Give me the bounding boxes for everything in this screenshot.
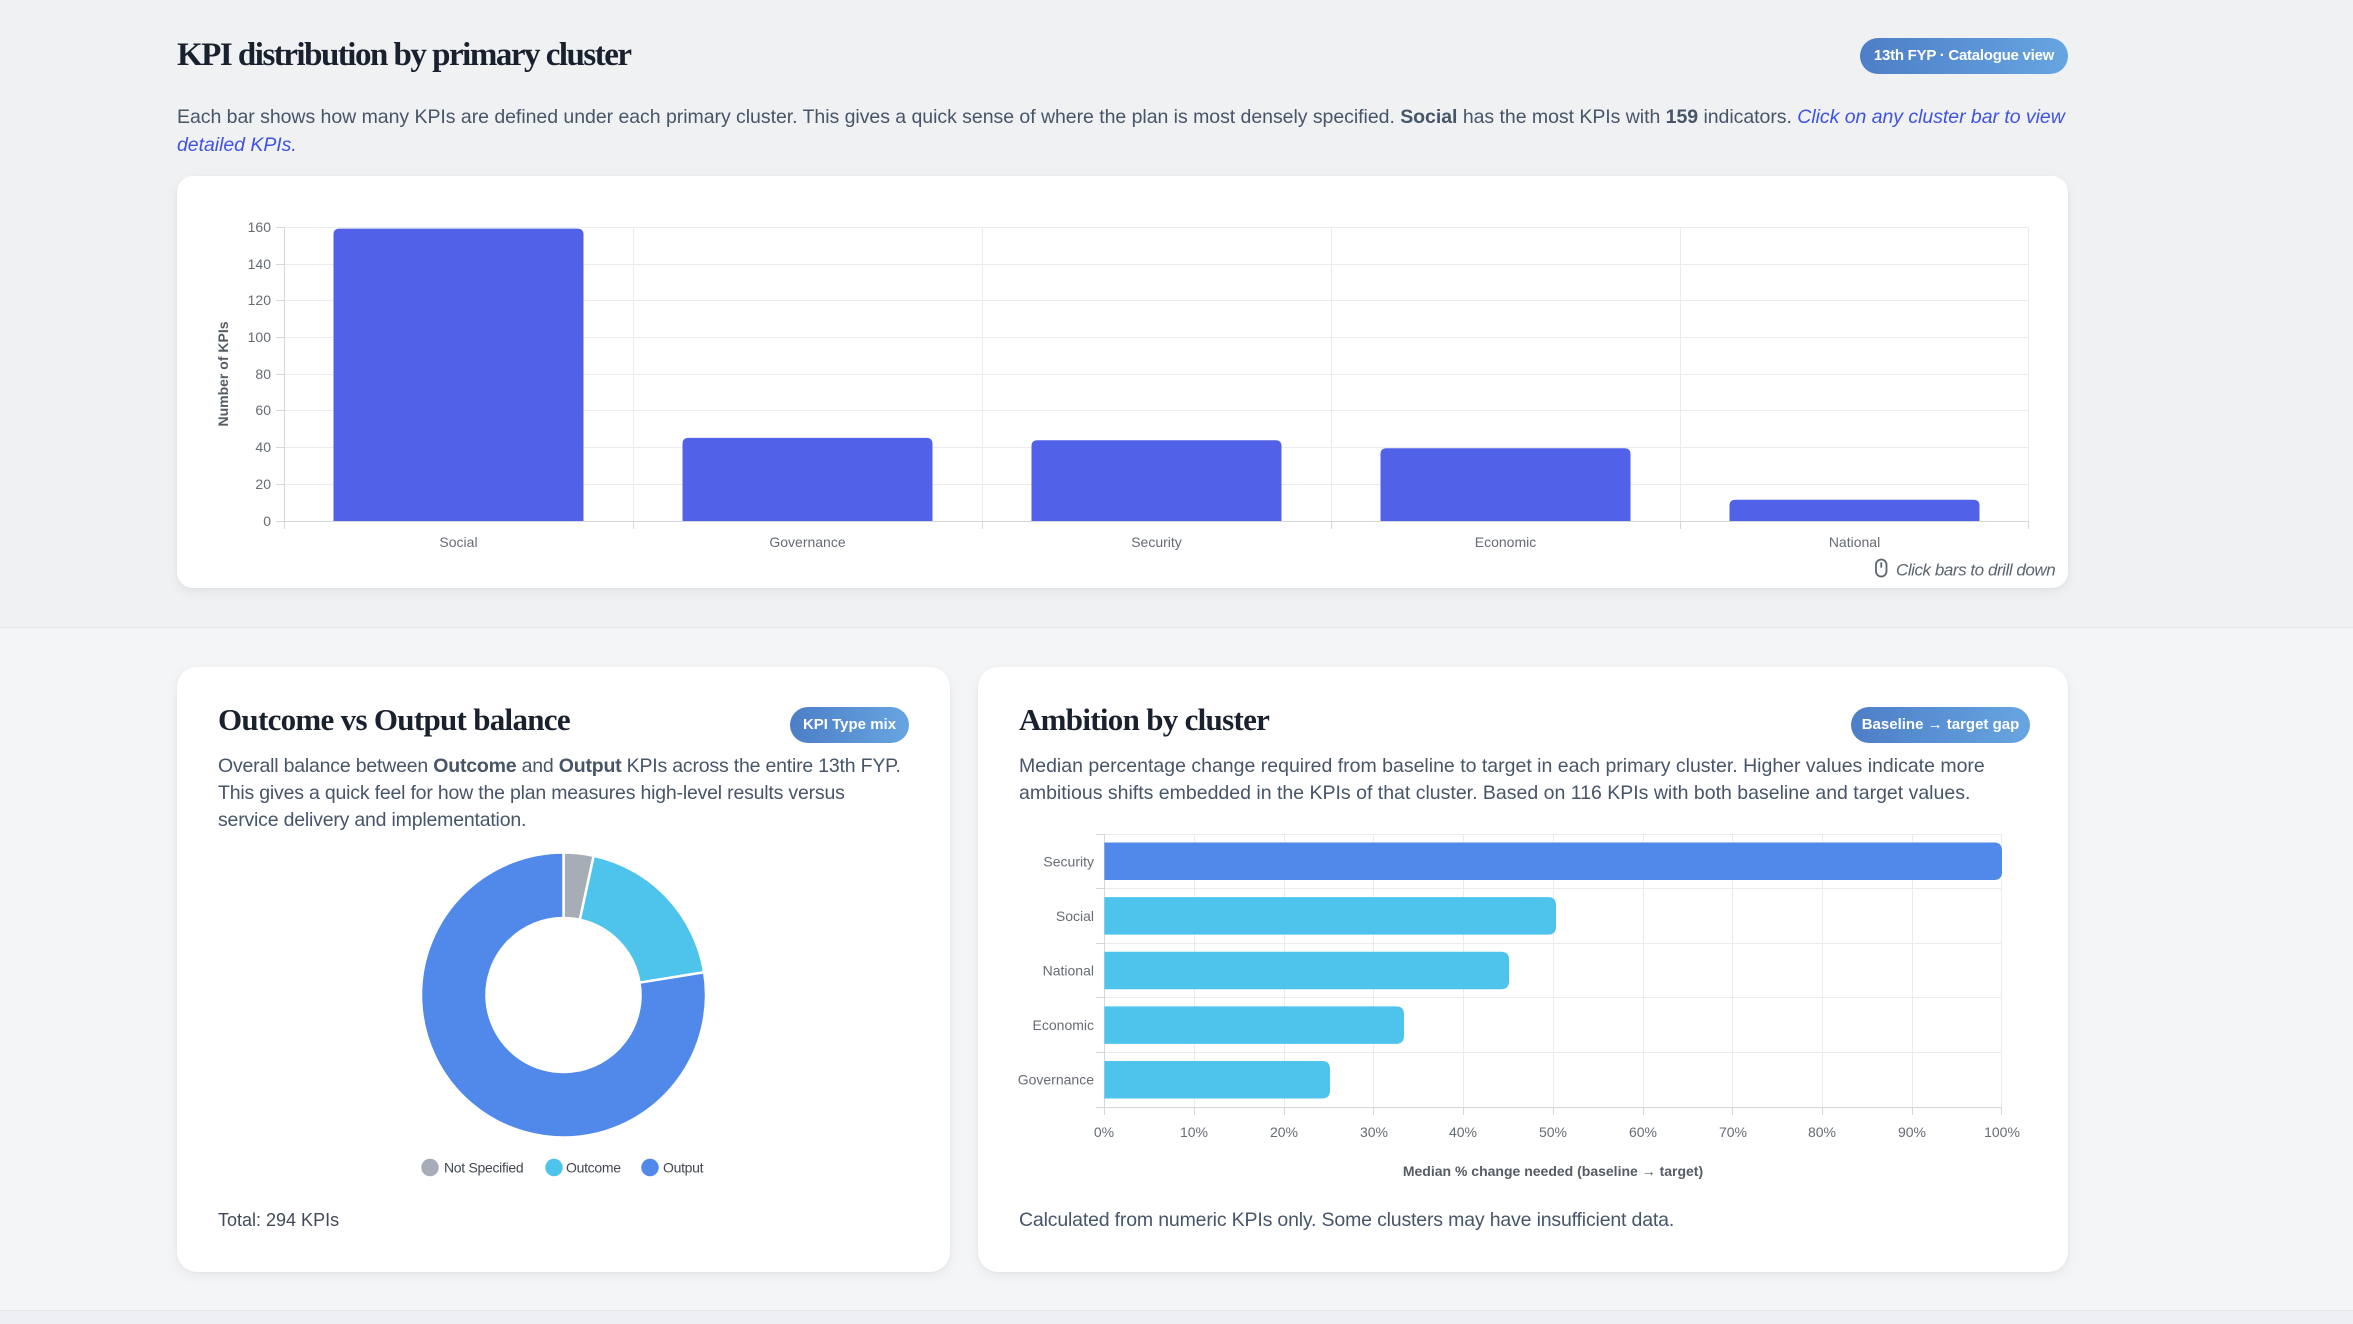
svg-text:10%: 10% (1180, 1124, 1208, 1140)
svg-text:60: 60 (255, 402, 271, 418)
svg-text:100%: 100% (1984, 1124, 2020, 1140)
svg-text:0: 0 (263, 513, 271, 529)
svg-text:80%: 80% (1808, 1124, 1836, 1140)
svg-text:80: 80 (255, 366, 271, 382)
svg-text:Outcome: Outcome (566, 1160, 621, 1176)
svg-text:Governance: Governance (1018, 1072, 1094, 1088)
svg-text:Click bars to drill down: Click bars to drill down (1896, 561, 2055, 580)
svg-text:Number of KPIs: Number of KPIs (215, 321, 231, 426)
svg-text:Economic: Economic (1475, 534, 1536, 550)
svg-text:Social: Social (1056, 908, 1094, 924)
svg-text:160: 160 (248, 219, 272, 235)
svg-text:Output: Output (663, 1160, 704, 1176)
svg-text:Social: Social (439, 534, 477, 550)
svg-text:Security: Security (1131, 534, 1182, 550)
svg-text:40: 40 (255, 439, 271, 455)
svg-text:60%: 60% (1629, 1124, 1657, 1140)
svg-text:0%: 0% (1094, 1124, 1114, 1140)
svg-text:Security: Security (1043, 853, 1094, 869)
svg-text:100: 100 (248, 329, 272, 345)
svg-text:Median % change needed (baseli: Median % change needed (baseline → targe… (1403, 1163, 1703, 1179)
svg-text:National: National (1043, 963, 1094, 979)
svg-text:20%: 20% (1270, 1124, 1298, 1140)
svg-text:20: 20 (255, 476, 271, 492)
svg-text:National: National (1829, 534, 1880, 550)
svg-text:90%: 90% (1898, 1124, 1926, 1140)
svg-text:Economic: Economic (1033, 1017, 1094, 1033)
svg-text:Governance: Governance (769, 534, 845, 550)
svg-text:120: 120 (248, 292, 272, 308)
svg-text:Not Specified: Not Specified (444, 1160, 523, 1176)
svg-text:40%: 40% (1449, 1124, 1477, 1140)
svg-text:30%: 30% (1360, 1124, 1388, 1140)
svg-text:140: 140 (248, 256, 272, 272)
svg-text:50%: 50% (1539, 1124, 1567, 1140)
svg-text:70%: 70% (1719, 1124, 1747, 1140)
